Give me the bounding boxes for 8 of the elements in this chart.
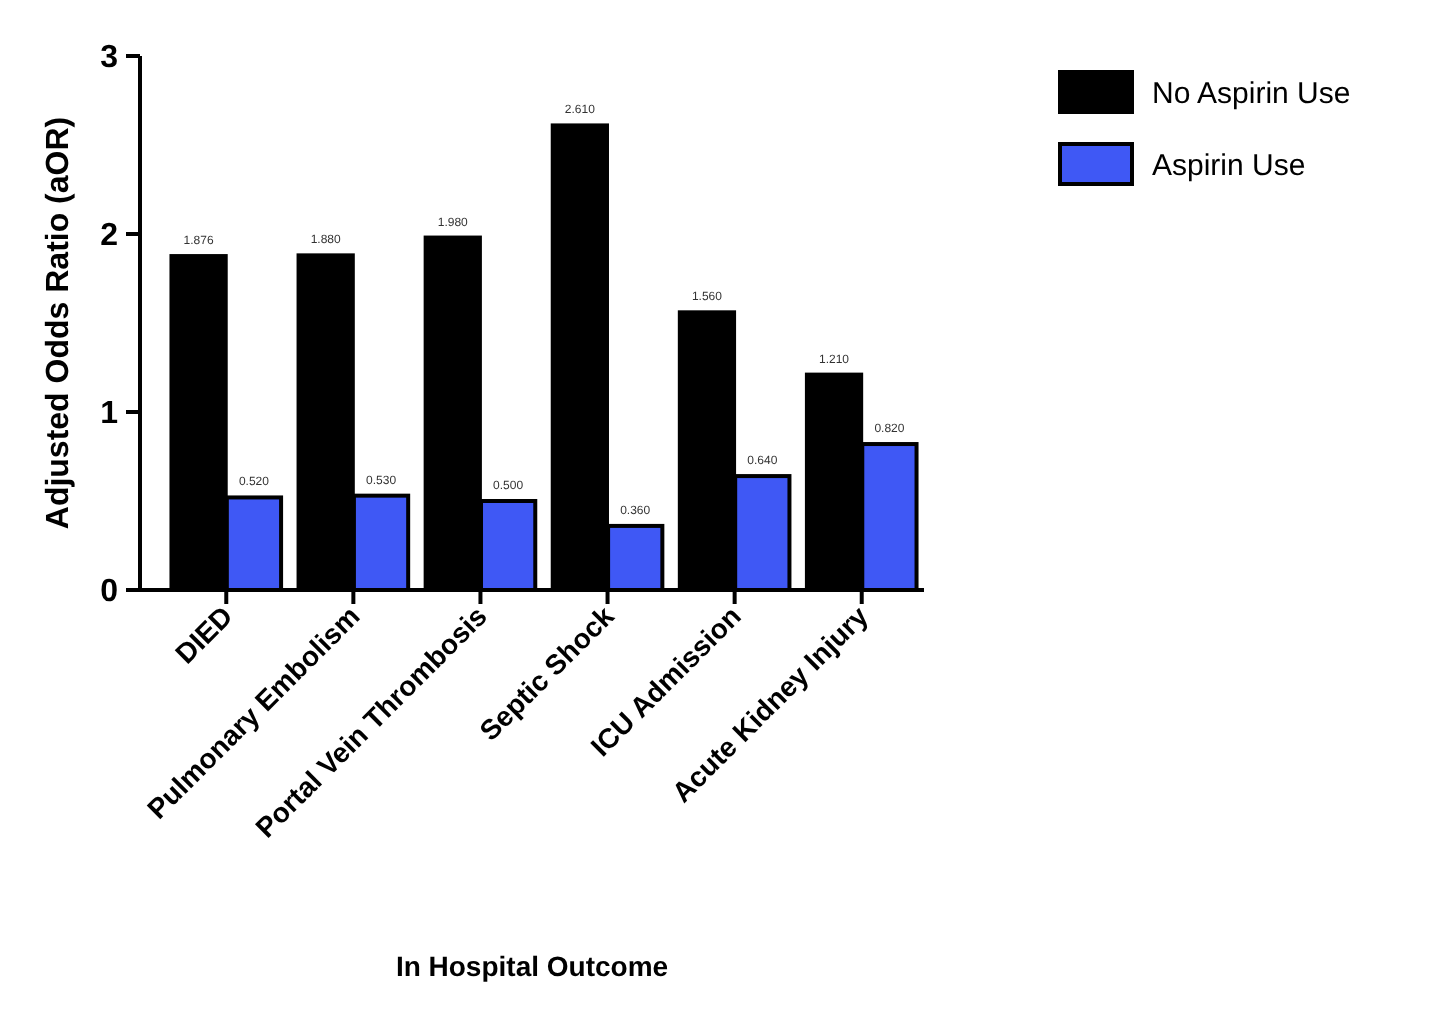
legend-label: Aspirin Use xyxy=(1152,148,1306,183)
y-axis-title: Adjusted Odds Ratio (aOR) xyxy=(42,116,76,530)
x-axis-title: In Hospital Outcome xyxy=(395,950,669,982)
y-tick-label: 0 xyxy=(100,575,119,610)
y-tick-label: 2 xyxy=(100,219,119,254)
legend-label: No Aspirin Use xyxy=(1152,76,1351,111)
y-tick-label: 1 xyxy=(100,397,119,432)
y-tick-label: 3 xyxy=(100,41,119,76)
